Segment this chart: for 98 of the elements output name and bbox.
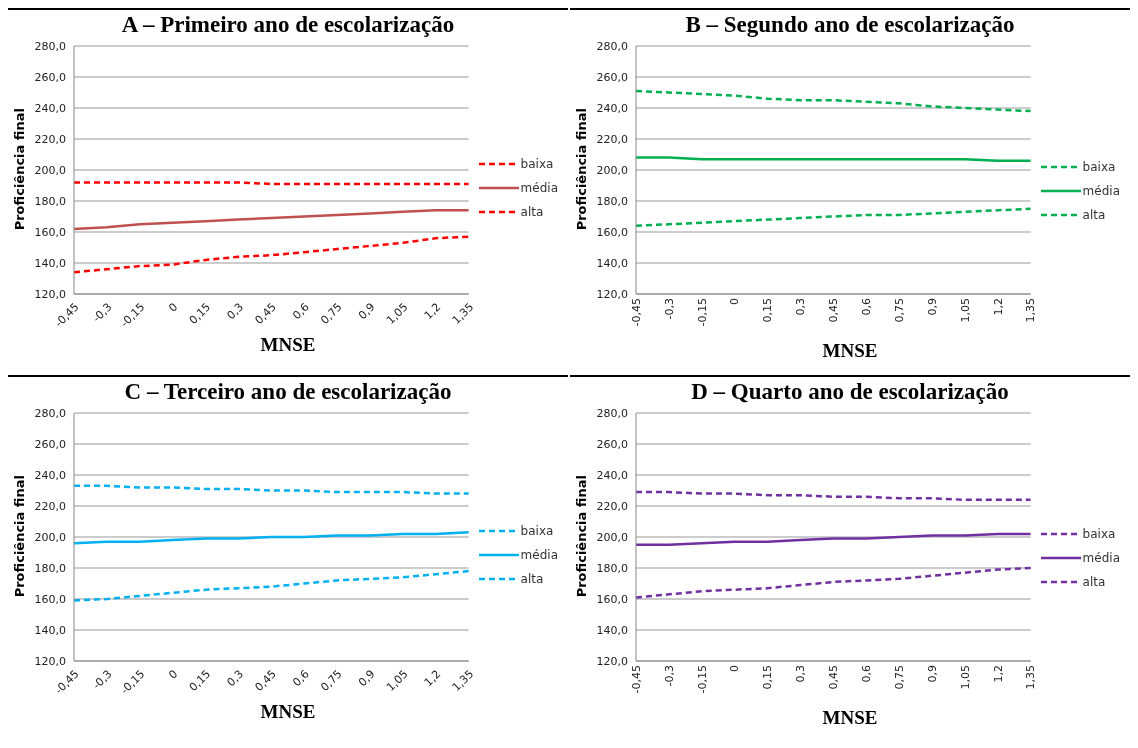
legend-label: alta xyxy=(520,572,544,586)
y-tick-label: 160,0 xyxy=(596,225,628,239)
x-tick-label: 0,9 xyxy=(925,298,939,316)
y-tick-label: 120,0 xyxy=(596,287,628,301)
y-tick-label: 280,0 xyxy=(596,406,628,420)
x-tick-label: 1,05 xyxy=(958,665,972,690)
x-tick-label: 0 xyxy=(728,298,742,305)
y-tick-label: 220,0 xyxy=(34,132,66,146)
y-tick-label: 140,0 xyxy=(34,623,66,637)
x-axis-title: MNSE xyxy=(822,340,878,362)
y-tick-label: 180,0 xyxy=(34,561,66,575)
y-tick-label: 280,0 xyxy=(34,39,66,53)
x-tick-label: 0,3 xyxy=(224,667,247,690)
y-tick-label: 260,0 xyxy=(596,437,628,451)
x-tick-label: 0,15 xyxy=(761,298,775,323)
legend-label: média xyxy=(520,181,558,195)
x-tick-label: 0,15 xyxy=(761,665,775,690)
y-axis-title: Proficiência final xyxy=(574,107,589,231)
chart-title: C – Terceiro ano de escolarização xyxy=(124,379,452,405)
y-tick-label: 220,0 xyxy=(596,499,628,513)
y-tick-label: 120,0 xyxy=(596,654,628,668)
x-tick-label: -0,3 xyxy=(662,665,676,687)
x-tick-label: 0,9 xyxy=(925,665,939,683)
x-tick-label: -0,45 xyxy=(629,298,643,327)
y-axis-title: Proficiência final xyxy=(574,474,589,598)
x-tick-label: 0,75 xyxy=(892,298,906,323)
legend-label: média xyxy=(520,548,558,562)
x-tick-label: -0,3 xyxy=(90,667,115,692)
legend-label: baixa xyxy=(520,524,554,538)
x-tick-label: 0,6 xyxy=(860,665,873,683)
x-axis-title: MNSE xyxy=(822,707,878,729)
x-tick-label: 0 xyxy=(728,665,742,672)
x-tick-label: 0,3 xyxy=(224,300,247,323)
y-tick-label: 260,0 xyxy=(596,70,628,84)
x-axis-title: MNSE xyxy=(260,334,316,356)
legend-label: alta xyxy=(1082,208,1106,222)
x-tick-label: -0,15 xyxy=(695,298,709,327)
y-tick-label: 200,0 xyxy=(34,530,66,544)
legend-label: alta xyxy=(1082,575,1106,589)
y-tick-label: 260,0 xyxy=(34,70,66,84)
y-tick-label: 160,0 xyxy=(34,225,66,239)
y-tick-label: 180,0 xyxy=(34,194,66,208)
y-tick-label: 140,0 xyxy=(596,256,628,270)
y-tick-label: 180,0 xyxy=(596,561,628,575)
x-tick-label: 0,9 xyxy=(356,300,378,323)
y-tick-label: 240,0 xyxy=(34,101,66,115)
x-tick-label: 0,45 xyxy=(827,298,841,323)
x-tick-label: 0,45 xyxy=(827,665,841,690)
x-tick-label: 1,2 xyxy=(991,665,1005,683)
y-tick-label: 140,0 xyxy=(34,256,66,270)
x-tick-label: -0,3 xyxy=(90,300,115,325)
x-axis-title: MNSE xyxy=(260,701,316,723)
x-tick-label: 0 xyxy=(166,667,181,682)
y-axis-title: Proficiência final xyxy=(12,474,27,598)
y-tick-label: 220,0 xyxy=(34,499,66,513)
y-tick-label: 220,0 xyxy=(596,132,628,146)
y-tick-label: 160,0 xyxy=(596,592,628,606)
chart-title: B – Segundo ano de escolarização xyxy=(685,12,1015,38)
y-tick-label: 240,0 xyxy=(596,468,628,482)
y-tick-label: 240,0 xyxy=(596,101,628,115)
x-tick-label: 1,2 xyxy=(421,667,444,690)
x-tick-label: 0,9 xyxy=(356,667,378,690)
chart-title: A – Primeiro ano de escolarização xyxy=(121,12,455,38)
y-tick-label: 160,0 xyxy=(34,592,66,606)
legend-label: alta xyxy=(520,205,544,219)
legend-label: baixa xyxy=(520,157,554,171)
chart-title: D – Quarto ano de escolarização xyxy=(691,379,1009,405)
x-tick-label: -0,45 xyxy=(629,665,643,694)
x-tick-label: 0 xyxy=(166,300,181,315)
y-tick-label: 280,0 xyxy=(596,39,628,53)
x-tick-label: 1,35 xyxy=(1024,665,1038,690)
x-tick-label: 1,05 xyxy=(958,298,972,323)
y-tick-label: 240,0 xyxy=(34,468,66,482)
y-axis-title: Proficiência final xyxy=(12,107,27,231)
y-tick-label: 260,0 xyxy=(34,437,66,451)
legend-label: média xyxy=(1082,184,1120,198)
legend-label: média xyxy=(1082,551,1120,565)
y-tick-label: 280,0 xyxy=(34,406,66,420)
legend-label: baixa xyxy=(1082,160,1116,174)
y-tick-label: 200,0 xyxy=(596,530,628,544)
legend-label: baixa xyxy=(1082,527,1116,541)
x-tick-label: 0,75 xyxy=(892,665,906,690)
y-tick-label: 180,0 xyxy=(596,194,628,208)
x-tick-label: 1,2 xyxy=(991,298,1005,316)
y-tick-label: 120,0 xyxy=(34,654,66,668)
y-tick-label: 140,0 xyxy=(596,623,628,637)
y-tick-label: 120,0 xyxy=(34,287,66,301)
y-tick-label: 200,0 xyxy=(34,163,66,177)
x-tick-label: 0,6 xyxy=(290,667,312,690)
x-tick-label: 0,3 xyxy=(794,665,808,683)
x-tick-label: -0,3 xyxy=(662,298,676,320)
y-tick-label: 200,0 xyxy=(596,163,628,177)
x-tick-label: 0,6 xyxy=(290,300,312,323)
x-tick-label: -0,15 xyxy=(695,665,709,694)
x-tick-label: 1,2 xyxy=(421,300,444,323)
x-tick-label: 0,3 xyxy=(794,298,808,316)
x-tick-label: 0,6 xyxy=(860,298,873,316)
x-tick-label: 1,35 xyxy=(1024,298,1038,323)
